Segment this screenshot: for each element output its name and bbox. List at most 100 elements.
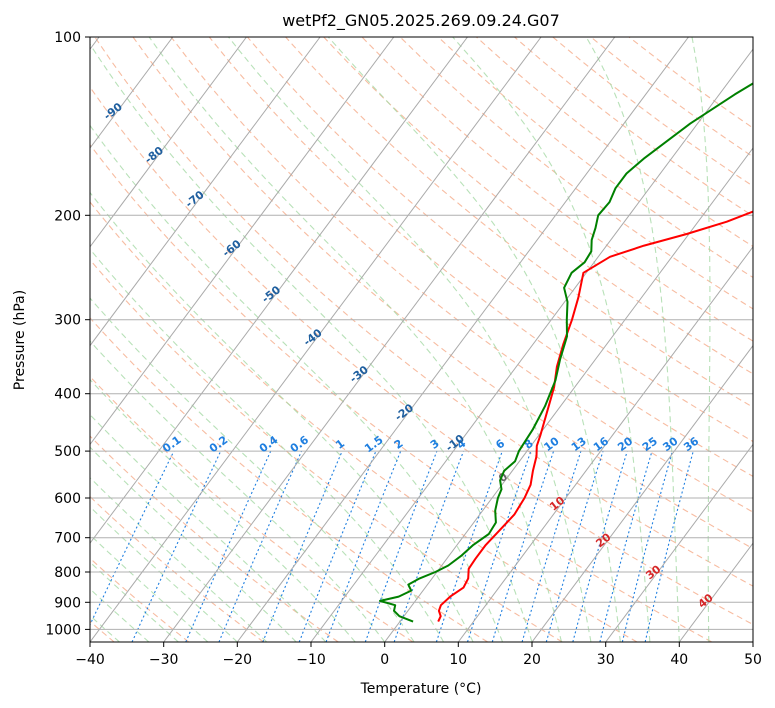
moist-adiabat	[90, 413, 327, 642]
isotherm	[752, 641, 753, 642]
isotherm-label: -80	[142, 144, 166, 167]
isotherm	[90, 37, 395, 446]
dry-adiabat	[90, 143, 712, 642]
isotherm-label: -100	[55, 56, 85, 83]
moist-adiabat	[585, 37, 680, 642]
isotherm	[90, 37, 174, 149]
chart-title: wetPf2_GN05.2025.269.09.24.G07	[282, 11, 560, 31]
moist-adiabat	[148, 37, 563, 642]
mixing-ratio-label: 6	[493, 437, 507, 452]
mixing-ratio-label: 3	[428, 437, 442, 452]
mixing-ratio-line	[621, 450, 674, 642]
dry-adiabat	[94, 37, 753, 587]
moist-adiabat	[90, 43, 533, 642]
isotherm	[457, 246, 753, 642]
moist-adiabats	[90, 37, 711, 642]
dry-adiabat	[170, 37, 753, 513]
x-tick-label: −10	[296, 652, 326, 668]
moist-adiabat	[90, 378, 356, 642]
mixing-ratio-line	[466, 450, 532, 642]
moist-adiabat	[90, 124, 504, 642]
isotherm	[163, 37, 616, 642]
mixing-ratio-line	[393, 450, 465, 642]
dry-adiabat	[208, 37, 753, 477]
dry-adiabat	[285, 37, 753, 408]
temperature-profile	[437, 210, 753, 623]
plot-frame	[89, 36, 754, 643]
moist-adiabat	[327, 37, 621, 642]
dry-adiabat	[132, 37, 753, 550]
isotherm-label: -40	[301, 326, 325, 349]
isotherm	[531, 344, 753, 642]
y-tick-label: 300	[54, 313, 81, 329]
dry-adiabat	[90, 86, 753, 626]
dry-adiabats	[90, 37, 753, 642]
y-tick-label: 800	[54, 565, 81, 581]
mixing-ratio-label: 0.6	[288, 433, 312, 455]
mixing-ratio-label: 0.4	[257, 433, 281, 455]
mixing-ratio-line	[599, 450, 653, 642]
mixing-ratio-line	[435, 450, 503, 642]
moist-adiabat	[452, 37, 651, 642]
mixing-ratio-line	[90, 450, 175, 627]
x-tick-label: 40	[670, 652, 688, 668]
y-tick-label: 200	[54, 208, 81, 224]
isotherm-label: 10	[547, 494, 567, 514]
mixing-ratio-label: 0.1	[160, 433, 183, 455]
moist-adiabat	[90, 446, 297, 642]
x-tick-label: 30	[597, 652, 615, 668]
isotherm	[90, 37, 542, 642]
dry-adiabat	[90, 495, 264, 642]
isotherm-label: -90	[101, 100, 125, 123]
y-tick-label: 400	[54, 387, 81, 403]
x-tick-label: 10	[449, 652, 467, 668]
moist-adiabat	[90, 340, 386, 642]
moist-adiabat	[90, 191, 474, 642]
y-tick-label: 500	[54, 444, 81, 460]
isotherm	[678, 542, 753, 642]
mixing-ratio-line	[262, 450, 343, 642]
dewpoint-profile	[379, 82, 753, 623]
moist-adiabat	[90, 561, 179, 642]
isotherms	[90, 37, 753, 642]
isotherm-label: 20	[594, 530, 614, 550]
x-tick-label: −20	[223, 652, 253, 668]
dry-adiabat	[90, 435, 339, 642]
x-axis-title: Temperature (°C)	[360, 681, 482, 697]
mixing-ratio-line	[644, 450, 694, 642]
isotherm-label: -50	[259, 283, 283, 306]
isotherm	[384, 147, 753, 642]
isotherm-label: -30	[347, 363, 371, 386]
x-tick-label: −30	[149, 652, 179, 668]
dry-adiabat	[90, 375, 414, 642]
dry-adiabat	[514, 37, 753, 217]
y-tick-label: 600	[54, 491, 81, 507]
x-tick-label: 20	[523, 652, 541, 668]
y-axis: 100 200 300 400 500 600 700 800 900 1000	[45, 30, 90, 638]
mixing-ratio-label: 1.5	[362, 433, 385, 455]
mixing-ratio-line	[545, 450, 604, 642]
y-tick-label: 900	[54, 595, 81, 611]
y-tick-label: 700	[54, 531, 81, 547]
y-tick-label: 1000	[45, 622, 81, 638]
isotherm-label: -20	[392, 401, 416, 424]
isotherm-label: 40	[696, 591, 716, 611]
isotherm	[90, 37, 468, 545]
isotherm	[310, 48, 753, 642]
moist-adiabat	[228, 37, 592, 642]
mixing-ratio-line	[572, 450, 628, 642]
moist-adiabat	[90, 476, 268, 642]
dry-adiabat	[90, 258, 563, 642]
mixing-ratio-line	[521, 450, 582, 642]
mixing-ratio-line	[218, 450, 303, 642]
pressure-gridlines	[90, 37, 753, 630]
isotherm-label: 30	[643, 562, 663, 582]
dry-adiabat	[361, 37, 753, 342]
plot-area: 0.1 0.2 0.4 0.6 1 1.5 2 3 4 6 8 10 13 16 20 25 30 36-100-…	[55, 37, 753, 642]
mixing-ratio-line	[325, 450, 402, 642]
isotherm	[90, 37, 321, 347]
isotherm	[236, 37, 689, 642]
x-tick-label: 0	[380, 652, 389, 668]
dry-adiabat	[90, 201, 638, 642]
